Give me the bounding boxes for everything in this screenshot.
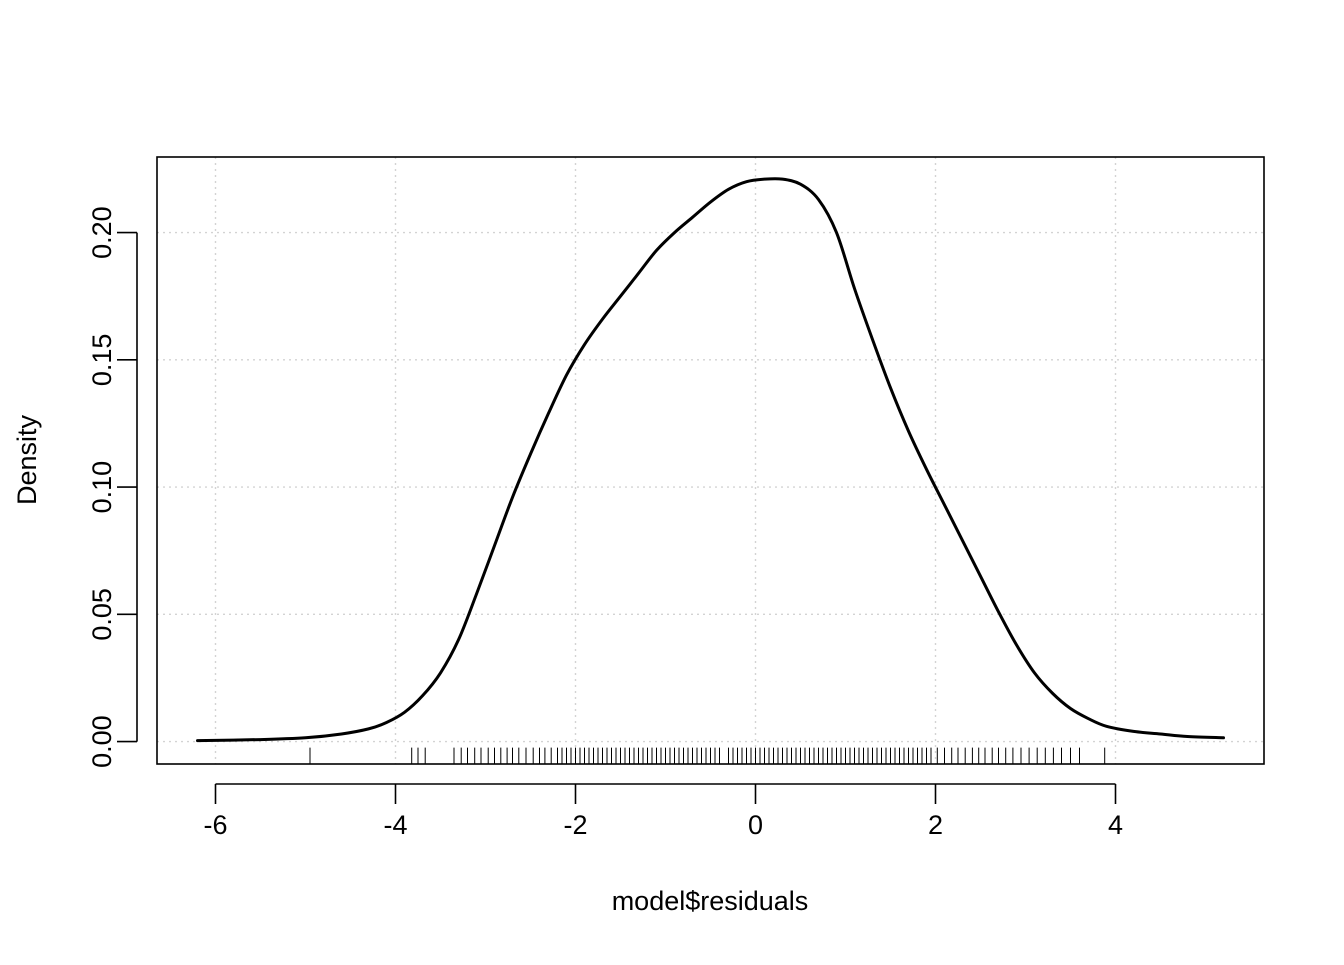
x-tick-label: -6 [203,810,227,840]
x-tick-label: 2 [928,810,943,840]
y-tick-label: 0.10 [87,461,117,514]
plot-frame [156,156,1265,765]
rug [309,747,1106,764]
y-tick-label: 0.00 [87,715,117,768]
y-axis-label: Density [12,414,42,505]
x-tick-label: 0 [748,810,763,840]
grid [157,157,1264,764]
y-tick-label: 0.05 [87,588,117,641]
x-tick-label: 4 [1108,810,1123,840]
density-curve [196,177,1225,743]
y-tick-label: 0.15 [87,334,117,387]
x-axis: -6 -4 -2 0 2 4 [203,783,1123,840]
x-tick-label: -2 [563,810,587,840]
y-tick-label: 0.20 [87,206,117,259]
x-axis-label: model$residuals [612,886,809,916]
x-tick-label: -4 [383,810,407,840]
y-axis: 0.00 0.05 0.10 0.15 0.20 [87,206,138,768]
